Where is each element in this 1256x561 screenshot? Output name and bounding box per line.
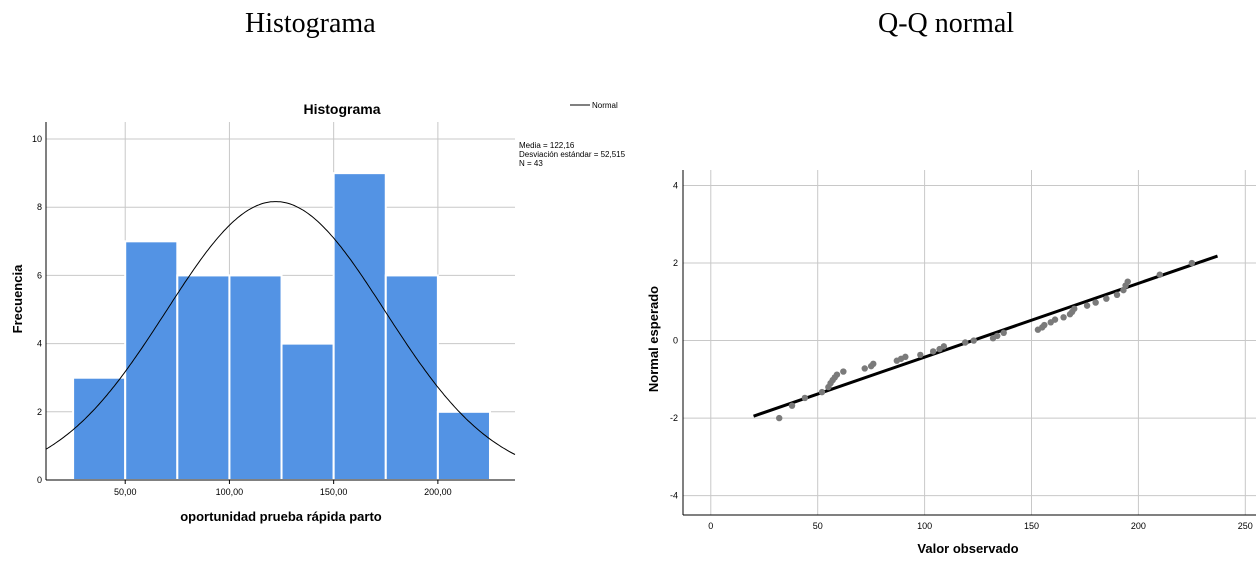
- histogram-bars: [72, 172, 491, 482]
- qq-point: [1060, 314, 1067, 321]
- qq-point: [776, 414, 783, 422]
- histogram-ylabel: Frecuencia: [10, 264, 25, 333]
- qq-ytick-label: 4: [673, 181, 678, 191]
- qq-point: [1092, 299, 1099, 306]
- histogram-xtick-label: 150,00: [320, 487, 348, 497]
- histogram-xtick-label: 100,00: [216, 487, 244, 497]
- histogram-xlabel: oportunidad prueba rápida parto: [180, 509, 382, 524]
- qq-point: [940, 343, 948, 350]
- histogram-heading: Histograma: [245, 8, 376, 39]
- qq-point: [1124, 278, 1131, 285]
- qq-point: [788, 402, 796, 409]
- qq-point: [994, 332, 1001, 340]
- legend-label: Normal: [592, 101, 618, 110]
- qq-xtick-label: 0: [708, 521, 713, 531]
- histogram-axes: [45, 122, 515, 481]
- qq-point: [1051, 316, 1059, 323]
- histogram-title: Histograma: [303, 101, 380, 117]
- qq-xtick-label: 200: [1131, 521, 1146, 531]
- histogram-bar: [384, 274, 439, 481]
- stat-n: N = 43: [519, 159, 543, 168]
- histogram-xtick-label: 50,00: [114, 487, 137, 497]
- qq-point: [801, 394, 809, 402]
- qq-ticks: -4 -2 0 2 4 0 50 100 150 200 250: [670, 181, 1253, 531]
- qq-point: [1188, 259, 1196, 267]
- qq-point: [902, 353, 909, 361]
- histogram-ticks: 0 2 4 6 8 10 50,00 100,00 150,00 200,00: [32, 134, 452, 497]
- qq-point: [861, 365, 868, 372]
- stat-mean: Media = 122,16: [519, 141, 575, 150]
- histogram-xtick-label: 200,00: [424, 487, 452, 497]
- qq-xtick-label: 100: [917, 521, 932, 531]
- qq-xlabel: Valor observado: [917, 541, 1018, 556]
- qq-point: [870, 360, 877, 368]
- qq-point: [1000, 329, 1007, 337]
- qq-point: [929, 348, 937, 355]
- histogram-bar: [280, 342, 335, 481]
- qq-point: [970, 337, 977, 344]
- qq-point: [818, 388, 826, 396]
- qq-heading: Q-Q normal: [878, 8, 1015, 39]
- histogram-bar: [332, 172, 387, 481]
- qq-point: [1071, 305, 1078, 312]
- qq-ytick-label: -4: [670, 491, 678, 501]
- qq-ytick-label: 0: [673, 336, 678, 346]
- qq-grid: [683, 170, 1256, 515]
- qq-point: [1103, 295, 1110, 302]
- histogram-ytick-label: 2: [37, 407, 42, 417]
- qq-point: [1156, 271, 1163, 278]
- qq-point: [840, 368, 847, 375]
- histogram-ytick-label: 6: [37, 270, 42, 280]
- qq-xtick-label: 50: [813, 521, 823, 531]
- qq-ytick-label: -2: [670, 413, 678, 423]
- qq-point: [1041, 321, 1048, 329]
- qq-ytick-label: 2: [673, 258, 678, 268]
- qq-point: [962, 339, 969, 346]
- qq-ylabel: Normal esperado: [646, 286, 661, 392]
- histogram-ytick-label: 10: [32, 134, 42, 144]
- qq-points: [776, 259, 1196, 422]
- qq-point: [1113, 291, 1121, 299]
- qq-axes: [682, 170, 1256, 516]
- qq-point: [833, 371, 841, 378]
- normal-curve: [45, 201, 516, 455]
- histogram-ytick-label: 8: [37, 202, 42, 212]
- qq-point: [1083, 302, 1091, 309]
- qq-xtick-label: 250: [1238, 521, 1253, 531]
- qq-xtick-label: 150: [1024, 521, 1039, 531]
- qq-reference-line: [753, 254, 1219, 418]
- stat-sd: Desviación estándar = 52,515: [519, 150, 626, 159]
- histogram-ytick-label: 0: [37, 475, 42, 485]
- histogram-ytick-label: 4: [37, 339, 42, 349]
- qq-point: [917, 351, 924, 359]
